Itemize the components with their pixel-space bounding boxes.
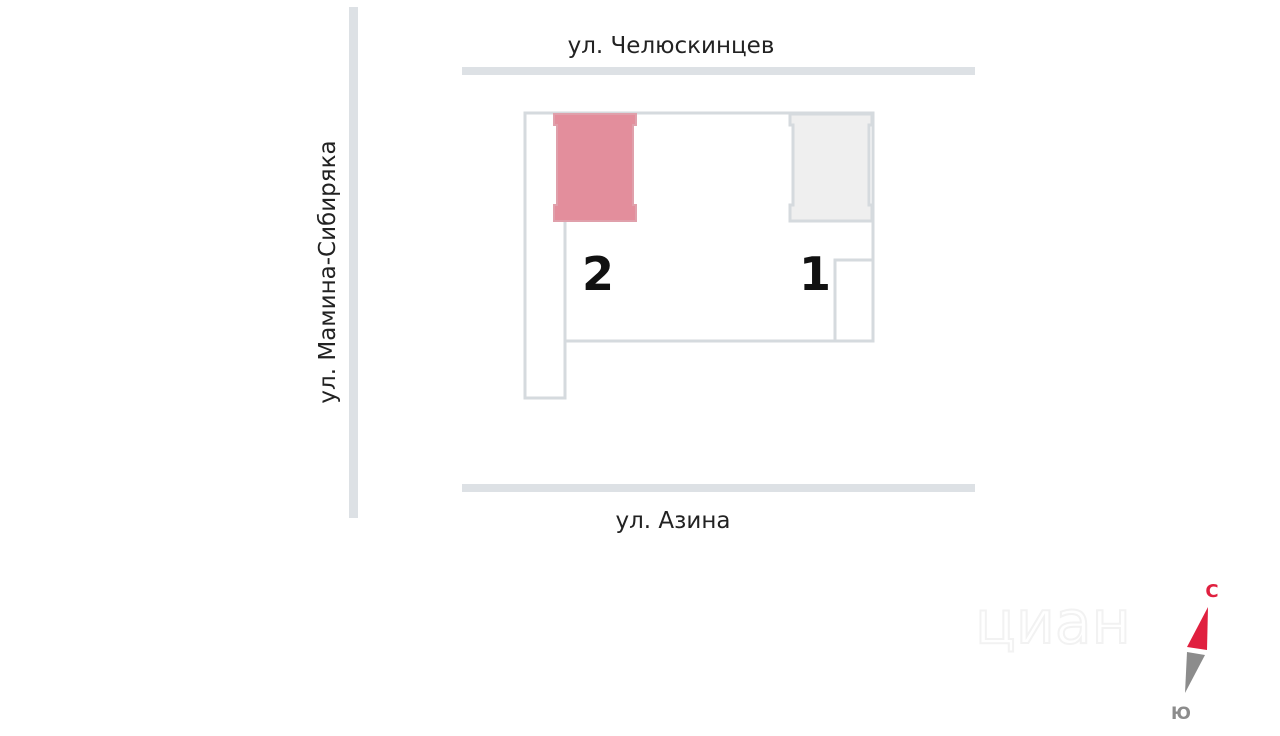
compass-south-label: Ю xyxy=(1171,704,1191,724)
building-1[interactable] xyxy=(788,112,874,223)
building-2-label: 2 xyxy=(582,247,614,301)
street-label-north: ул. Челюскинцев xyxy=(568,33,775,59)
compass-south-arrow-icon xyxy=(1185,652,1205,693)
compass-north-arrow-icon xyxy=(1187,607,1208,650)
building-2[interactable] xyxy=(553,113,637,222)
compass-north-label: С xyxy=(1205,581,1218,602)
building-1-label: 1 xyxy=(799,247,831,301)
street-label-west: ул. Мамина-Сибиряка xyxy=(315,140,341,403)
watermark: циан xyxy=(975,588,1131,658)
road-west xyxy=(349,7,358,518)
road-south xyxy=(462,484,975,492)
annex-block xyxy=(833,258,875,343)
street-label-south: ул. Азина xyxy=(616,508,731,534)
compass: С Ю xyxy=(1171,581,1219,724)
road-north xyxy=(462,67,975,75)
